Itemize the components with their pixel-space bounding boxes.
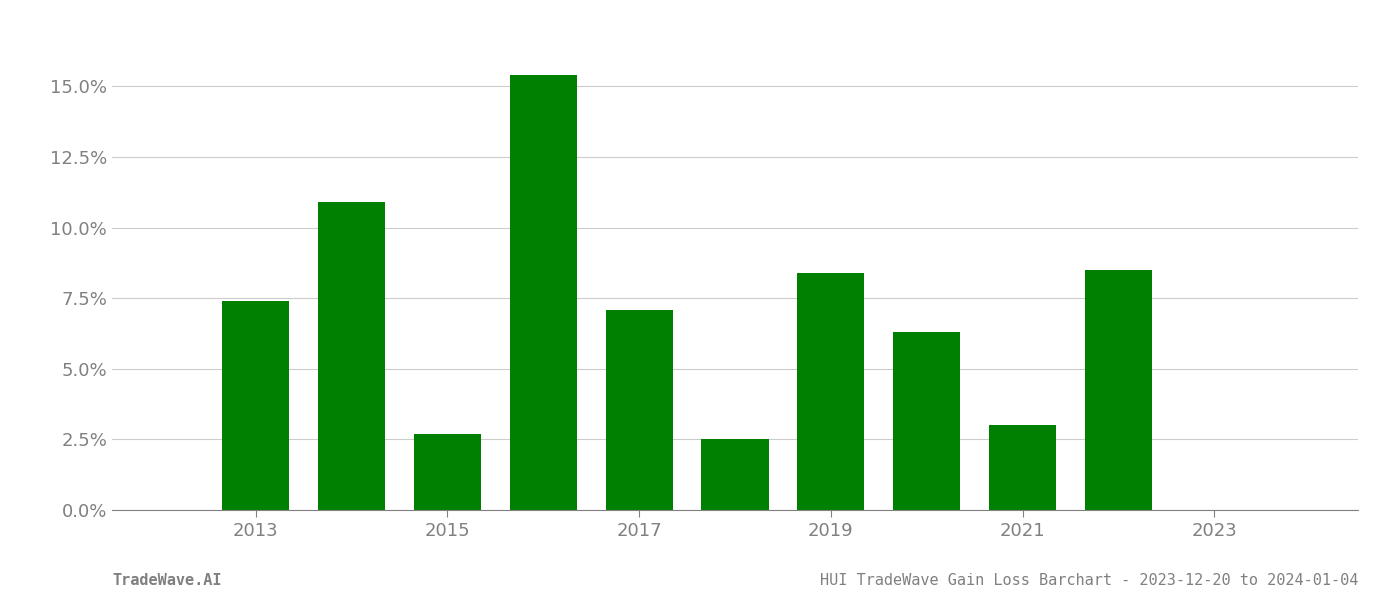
Bar (798, 273, 864, 510)
Text: TradeWave.AI: TradeWave.AI (112, 573, 221, 588)
Bar (988, 425, 1056, 510)
Bar (606, 310, 673, 510)
Bar (223, 301, 290, 510)
Bar (510, 75, 577, 510)
Bar (414, 434, 482, 510)
Bar (893, 332, 960, 510)
Text: HUI TradeWave Gain Loss Barchart - 2023-12-20 to 2024-01-04: HUI TradeWave Gain Loss Barchart - 2023-… (819, 573, 1358, 588)
Bar (318, 202, 385, 510)
Bar (701, 439, 769, 510)
Bar (1085, 270, 1152, 510)
